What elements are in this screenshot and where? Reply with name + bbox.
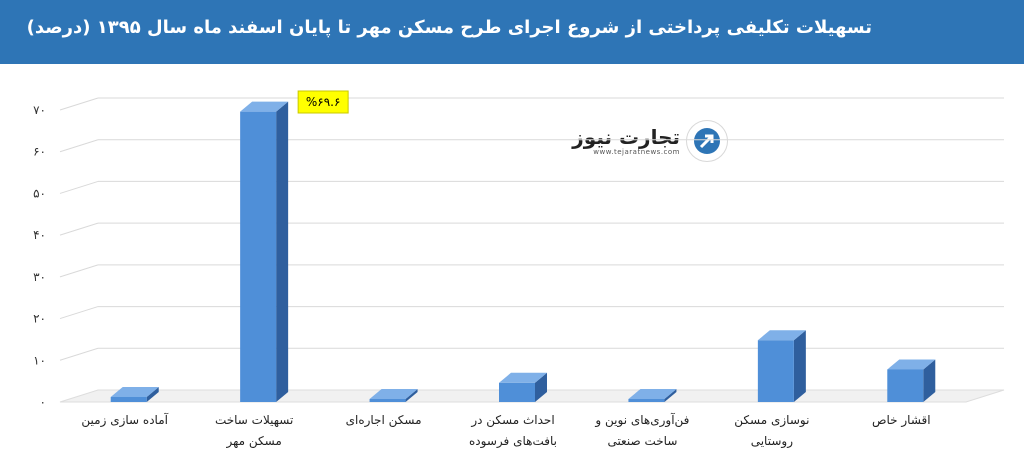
logo: تجارت نیوز www.tejaratnews.com (572, 118, 728, 164)
y-tick-label: ۷۰ (33, 103, 46, 117)
bar-top (757, 330, 806, 341)
bar-top (240, 101, 289, 112)
x-category-label: بافت‌های فرسوده (469, 434, 557, 449)
gridline-diagonal (59, 180, 99, 194)
bar (499, 382, 535, 402)
bar-top (887, 359, 936, 370)
x-category-label: تسهیلات ساخت (215, 413, 293, 427)
gridline-diagonal (59, 264, 99, 278)
y-tick-label: ۰ (40, 395, 46, 409)
bar (757, 340, 794, 402)
bar-side (923, 359, 936, 402)
bar (369, 399, 406, 402)
x-category-label: مسکن مهر (225, 434, 281, 449)
bar-top (369, 389, 418, 399)
chart-title: تسهیلات تکلیفی پرداختی از شروع اجرای طرح… (26, 17, 872, 38)
x-category-label: فن‌آوری‌های نوین و (594, 412, 689, 428)
bar-side (535, 372, 547, 402)
gridline-diagonal (59, 222, 99, 236)
x-category-label: نوسازی مسکن (734, 413, 809, 428)
x-category-label: احداث مسکن در (470, 413, 554, 428)
bar-top (628, 389, 677, 399)
bar-chart: ۰ ۱۰ ۲۰ ۳۰ ۴۰ ۵۰ ۶۰ ۷۰ آماده سازی زمین تسهیلات سا… (33, 90, 1005, 449)
gridline-diagonal (59, 97, 99, 111)
value-highlight-box (297, 90, 349, 114)
bar-side (664, 389, 677, 402)
logo-url: www.tejaratnews.com (593, 148, 680, 156)
bar (240, 111, 277, 402)
gridline-diagonal (59, 347, 99, 361)
x-category-label: ساخت صنعتی (607, 434, 677, 448)
title-bar: تسهیلات تکلیفی پرداختی از شروع اجرای طرح… (0, 0, 1024, 64)
x-category-label: روستایی (751, 434, 793, 449)
y-tick-label: ۱۰ (33, 353, 46, 367)
bar-side (146, 386, 159, 402)
y-tick-label: ۴۰ (33, 228, 46, 242)
gridline-diagonal (59, 306, 99, 320)
logo-arrow-icon (686, 120, 728, 162)
bar-side (793, 330, 806, 402)
y-tick-label: ۵۰ (33, 186, 46, 200)
bar-top (110, 386, 159, 397)
bar-side (405, 389, 418, 402)
bar-side (276, 101, 289, 402)
bar (887, 369, 924, 402)
data-label: %۶۹.۶ (306, 95, 341, 109)
bar (628, 399, 665, 402)
y-tick-label: ۶۰ (33, 145, 46, 159)
y-tick-label: ۳۰ (33, 270, 46, 284)
gridline-diagonal (59, 139, 99, 153)
x-category-label: مسکن اجاره‌ای (346, 413, 422, 428)
bar-top (499, 372, 547, 383)
y-tick-label: ۲۰ (33, 312, 46, 326)
x-category-label: اقشار خاص (872, 413, 931, 428)
bar (110, 396, 147, 402)
logo-name: تجارت نیوز (572, 125, 680, 149)
x-category-label: آماده سازی زمین (81, 412, 168, 428)
